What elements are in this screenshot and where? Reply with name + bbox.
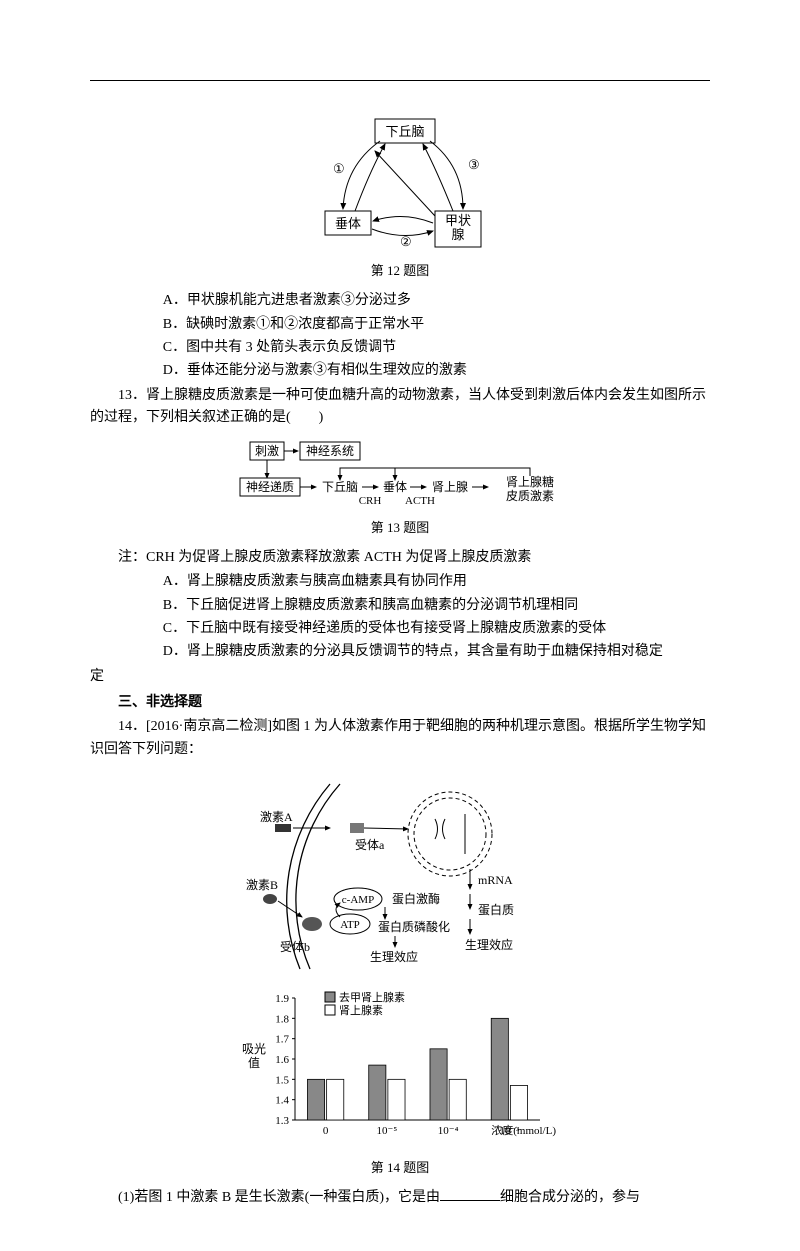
svg-text:肾上腺: 肾上腺 bbox=[432, 480, 468, 494]
q14-sub1: (1)若图 1 中激素 B 是生长激素(一种蛋白质)，它是由 细胞合成分泌的，参与 bbox=[90, 1187, 710, 1209]
q13-stem: 13．肾上腺糖皮质激素是一种可使血糖升高的动物激素，当人体受到刺激后体内会发生如… bbox=[90, 385, 710, 430]
fig14-caption: 第 14 题图 bbox=[90, 1158, 710, 1179]
svg-text:受体b: 受体b bbox=[280, 940, 310, 954]
svg-text:1.9: 1.9 bbox=[275, 993, 289, 1005]
fig13-svg: 刺激 神经系统 神经递质 下丘脑 CRH 垂体 ACTH 肾上腺 肾上腺糖 皮质… bbox=[220, 438, 580, 508]
svg-text:ACTH: ACTH bbox=[405, 495, 435, 507]
q13-option-c: C．下丘脑中既有接受神经递质的受体也有接受肾上腺糖皮质激素的受体 bbox=[90, 618, 710, 640]
figure-13: 刺激 神经系统 神经递质 下丘脑 CRH 垂体 ACTH 肾上腺 肾上腺糖 皮质… bbox=[90, 438, 710, 539]
svg-text:刺激: 刺激 bbox=[255, 444, 279, 458]
svg-text:mRNA: mRNA bbox=[478, 873, 513, 887]
svg-text:去甲肾上腺素: 去甲肾上腺素 bbox=[339, 990, 405, 1004]
svg-text:1.7: 1.7 bbox=[275, 1033, 289, 1045]
svg-text:下丘脑: 下丘脑 bbox=[322, 480, 358, 494]
svg-text:③: ③ bbox=[468, 157, 480, 172]
blank-field[interactable] bbox=[440, 1187, 500, 1201]
svg-text:肾上腺素: 肾上腺素 bbox=[339, 1003, 383, 1017]
svg-text:下丘脑: 下丘脑 bbox=[385, 124, 424, 139]
section-3-title: 三、非选择题 bbox=[90, 692, 710, 714]
svg-text:CRH: CRH bbox=[359, 495, 382, 507]
svg-text:吸光: 吸光 bbox=[242, 1042, 266, 1056]
svg-text:受体a: 受体a bbox=[355, 838, 385, 852]
svg-text:神经递质: 神经递质 bbox=[246, 480, 294, 494]
svg-text:神经系统: 神经系统 bbox=[306, 444, 354, 458]
q13-option-d-tail: 定 bbox=[90, 666, 710, 688]
q14-sub1-post: 细胞合成分泌的，参与 bbox=[500, 1190, 640, 1205]
q14-sub1-pre: (1)若图 1 中激素 B 是生长激素(一种蛋白质)，它是由 bbox=[118, 1190, 440, 1205]
svg-text:ATP: ATP bbox=[340, 919, 360, 931]
figure-14: 激素A 受体a mRNA 蛋白质 生理效应 激素B 受体b c-AMP ATP … bbox=[90, 779, 710, 1179]
svg-text:蛋白质磷酸化: 蛋白质磷酸化 bbox=[378, 919, 450, 934]
svg-text:0: 0 bbox=[323, 1125, 329, 1137]
q13-note: 注：CRH 为促肾上腺皮质激素释放激素 ACTH 为促肾上腺皮质激素 bbox=[90, 547, 710, 569]
figure-12: 下丘脑 垂体 甲状 腺 ① ③ ② 第 12 题图 bbox=[90, 111, 710, 282]
svg-text:c-AMP: c-AMP bbox=[342, 894, 374, 906]
svg-text:蛋白激酶: 蛋白激酶 bbox=[392, 891, 440, 906]
q13-option-d: D．肾上腺糖皮质激素的分泌具反馈调节的特点，其含量有助于血糖保持相对稳定 bbox=[90, 641, 710, 663]
q12-option-b: B．缺碘时激素①和②浓度都高于正常水平 bbox=[90, 314, 710, 336]
svg-text:1.8: 1.8 bbox=[275, 1013, 289, 1025]
svg-text:10⁻⁵: 10⁻⁵ bbox=[377, 1125, 398, 1137]
svg-text:值: 值 bbox=[248, 1055, 260, 1070]
svg-text:①: ① bbox=[333, 161, 345, 176]
svg-text:生理效应: 生理效应 bbox=[370, 949, 418, 964]
svg-text:皮质激素: 皮质激素 bbox=[506, 489, 554, 503]
svg-text:腺: 腺 bbox=[451, 227, 464, 242]
svg-text:垂体: 垂体 bbox=[383, 480, 407, 494]
svg-text:生理效应: 生理效应 bbox=[465, 937, 513, 952]
q12-option-a: A．甲状腺机能亢进患者激素③分泌过多 bbox=[90, 290, 710, 312]
q13-option-a: A．肾上腺糖皮质激素与胰高血糖素具有协同作用 bbox=[90, 571, 710, 593]
fig13-caption: 第 13 题图 bbox=[90, 518, 710, 539]
svg-text:垂体: 垂体 bbox=[335, 216, 361, 231]
svg-text:1.5: 1.5 bbox=[275, 1074, 289, 1086]
svg-text:②: ② bbox=[400, 234, 412, 249]
q12-option-d: D．垂体还能分泌与激素③有相似生理效应的激素 bbox=[90, 360, 710, 382]
q12-option-c: C．图中共有 3 处箭头表示负反馈调节 bbox=[90, 337, 710, 359]
svg-text:1.4: 1.4 bbox=[275, 1094, 289, 1106]
q14-stem: 14．[2016·南京高二检测]如图 1 为人体激素作用于靶细胞的两种机理示意图… bbox=[90, 716, 710, 761]
svg-text:激素A: 激素A bbox=[260, 810, 293, 824]
fig14-chart-svg: 1.3 1.4 1.5 1.6 1.7 1.8 1.9 吸光值 去甲肾上腺素肾上腺素 0 10⁻⁵ 1… bbox=[240, 988, 560, 1148]
svg-text:蛋白质: 蛋白质 bbox=[478, 902, 514, 917]
svg-text:肾上腺糖: 肾上腺糖 bbox=[506, 474, 554, 489]
svg-text:10⁻⁴: 10⁻⁴ bbox=[438, 1125, 459, 1137]
svg-text:甲状: 甲状 bbox=[445, 213, 471, 228]
q13-option-b: B．下丘脑促进肾上腺糖皮质激素和胰高血糖素的分泌调节机理相同 bbox=[90, 595, 710, 617]
fig12-svg: 下丘脑 垂体 甲状 腺 ① ③ ② bbox=[285, 111, 515, 251]
svg-text:激素B: 激素B bbox=[246, 878, 278, 892]
fig14-cell-svg: 激素A 受体a mRNA 蛋白质 生理效应 激素B 受体b c-AMP ATP … bbox=[240, 779, 560, 979]
svg-text:1.3: 1.3 bbox=[275, 1115, 289, 1127]
svg-text:1.6: 1.6 bbox=[275, 1054, 289, 1066]
svg-text:浓度(mmol/L): 浓度(mmol/L) bbox=[491, 1123, 556, 1137]
fig12-caption: 第 12 题图 bbox=[90, 261, 710, 282]
